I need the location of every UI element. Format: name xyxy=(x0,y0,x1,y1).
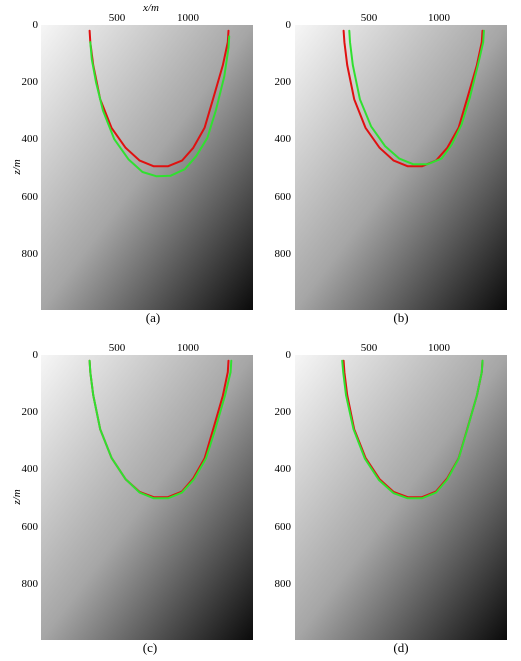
panel-c-z-tick-200: 200 xyxy=(22,406,39,418)
panel-b-background xyxy=(295,25,507,310)
panel-b-z-tick-600: 600 xyxy=(275,191,292,203)
panel-b-x-tick-1000: 1000 xyxy=(428,12,451,24)
panel-c-z-tick-600: 600 xyxy=(22,521,39,533)
panel-a: x/m 500 1000 0 200 400 600 800 z/m (a) xyxy=(11,2,253,325)
panel-d-z-tick-600: 600 xyxy=(275,521,292,533)
panel-a-z-tick-0: 0 xyxy=(33,19,39,31)
panel-c-z-tick-800: 800 xyxy=(22,578,39,590)
panel-b-z-tick-400: 400 xyxy=(275,133,292,145)
panel-d-z-tick-400: 400 xyxy=(275,463,292,475)
panel-b-z-tick-200: 200 xyxy=(275,76,292,88)
panel-b-curves xyxy=(342,29,485,168)
panel-d-x-tick-500: 500 xyxy=(361,342,378,354)
panel-a-x-axis-label: x/m xyxy=(142,2,159,14)
panel-d-z-tick-800: 800 xyxy=(275,578,292,590)
panel-a-z-axis-label: z/m xyxy=(11,159,23,175)
panel-c-x-tick-1000: 1000 xyxy=(177,342,200,354)
panel-c-curves xyxy=(88,359,233,500)
panel-b-x-tick-500: 500 xyxy=(361,12,378,24)
panel-c-z-axis-label: z/m xyxy=(11,489,23,505)
panel-c-series-green-line xyxy=(88,359,233,500)
panel-b-z-tick-800: 800 xyxy=(275,248,292,260)
panel-a-x-tick-500: 500 xyxy=(109,12,126,24)
panel-b-caption: (b) xyxy=(393,310,408,325)
panel-c-z-tick-0: 0 xyxy=(33,349,39,361)
panel-d-background xyxy=(295,355,507,640)
panel-b-z-tick-0: 0 xyxy=(286,19,292,31)
panel-a-curves xyxy=(88,29,231,178)
panel-c-background xyxy=(41,355,253,640)
panel-a-caption: (a) xyxy=(146,310,160,325)
panel-c-z-tick-400: 400 xyxy=(22,463,39,475)
panel-d-z-tick-200: 200 xyxy=(275,406,292,418)
panel-c-x-tick-500: 500 xyxy=(109,342,126,354)
panel-b-series-red-line xyxy=(342,29,484,168)
panel-d-caption: (d) xyxy=(393,640,408,655)
panel-a-z-tick-400: 400 xyxy=(22,133,39,145)
panel-b-series-green-line xyxy=(348,29,485,166)
panel-d-curves xyxy=(341,359,484,500)
panel-d-x-tick-1000: 1000 xyxy=(428,342,451,354)
panel-a-z-tick-600: 600 xyxy=(22,191,39,203)
panel-c: 500 1000 0 200 400 600 800 z/m (c) xyxy=(11,342,253,655)
panel-c-caption: (c) xyxy=(143,640,157,655)
panel-a-x-tick-1000: 1000 xyxy=(177,12,200,24)
panel-a-background xyxy=(41,25,253,310)
panel-a-z-tick-200: 200 xyxy=(22,76,39,88)
panel-d-z-tick-0: 0 xyxy=(286,349,292,361)
panel-a-z-tick-800: 800 xyxy=(22,248,39,260)
panel-d-series-green-line xyxy=(341,359,484,500)
panel-a-series-green-line xyxy=(89,35,231,178)
panel-b: 500 1000 0 200 400 600 800 (b) xyxy=(275,12,507,325)
panel-d: 500 1000 0 200 400 600 800 (d) xyxy=(275,342,507,655)
